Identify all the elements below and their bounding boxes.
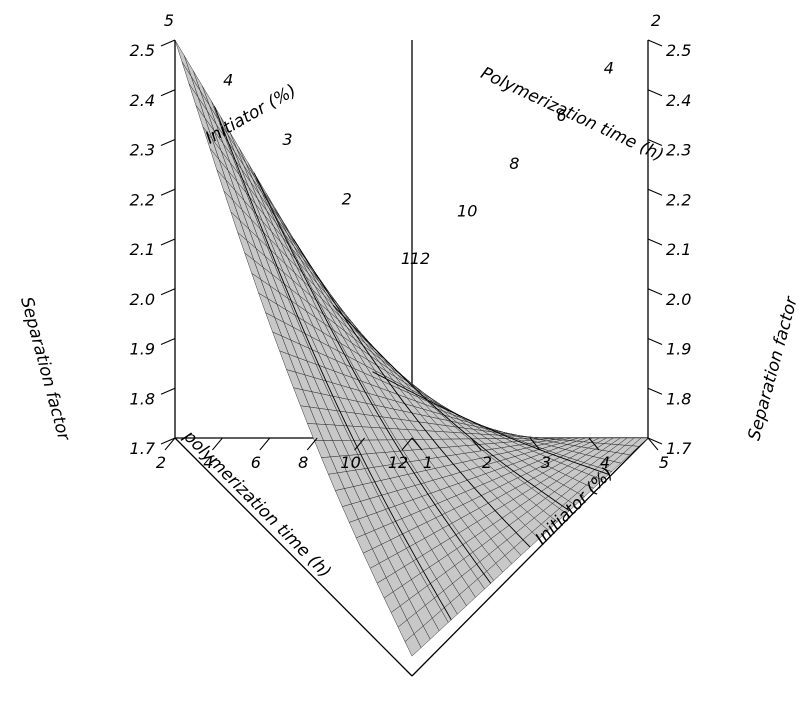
z-tick-label-left: 2.4 xyxy=(130,91,155,110)
initiator-tick-label-front: 3 xyxy=(541,453,551,472)
z-tick-left xyxy=(160,188,176,196)
z-tick-label-right: 2.5 xyxy=(666,41,691,60)
time-tick-label-back: 10 xyxy=(457,201,477,220)
time-tick-front xyxy=(354,437,365,451)
time-tick-front xyxy=(306,437,318,451)
z-tick-right xyxy=(647,238,663,246)
initiator-tick-front xyxy=(647,437,659,451)
time-tick-label-front: 2 xyxy=(156,453,166,472)
time-tick-front xyxy=(401,437,413,451)
time-tick-label-front: 10 xyxy=(340,453,360,472)
z-tick-label-right: 1.8 xyxy=(666,389,691,408)
axis-labels: 1.7 1.8 1.9 2.0 2.1 2.2 2.3 2.4 2.5 1.7 1.8 1.9 2.0 2… xyxy=(130,11,693,472)
initiator-tick-label-front: 2 xyxy=(482,453,492,472)
time-tick-label-front: 4 xyxy=(203,453,213,472)
z-tick-right xyxy=(647,139,663,146)
initiator-tick-front xyxy=(588,437,600,451)
z-tick-left xyxy=(160,288,176,296)
z-tick-right xyxy=(647,338,663,345)
initiator-tick-front xyxy=(470,437,482,451)
initiator-tick-label-back: 2 xyxy=(342,190,352,209)
z-tick-left xyxy=(160,39,176,47)
surface-cell xyxy=(404,633,422,657)
z-tick-left xyxy=(160,437,176,445)
z-tick-left xyxy=(160,387,176,395)
surface-contour-line xyxy=(332,304,570,512)
time-tick-label-back: 8 xyxy=(509,154,519,173)
initiator-tick-label-back: 1 xyxy=(401,249,411,268)
z-tick-label-right: 1.7 xyxy=(666,439,692,458)
z-tick-label-right: 2.0 xyxy=(666,290,691,309)
z-tick-label-left: 2.1 xyxy=(130,240,155,259)
z-tick-right xyxy=(647,437,663,445)
initiator-tick-label-front: 4 xyxy=(600,453,610,472)
z-tick-right xyxy=(647,89,663,97)
response-surface xyxy=(174,39,649,657)
initiator-tick-label-back: 5 xyxy=(164,11,174,30)
z-tick-label-left: 2.5 xyxy=(130,41,155,60)
z-tick-label-left: 1.8 xyxy=(130,389,155,408)
front-left-floor-edge xyxy=(174,437,413,677)
z-tick-label-left: 2.3 xyxy=(130,141,155,160)
z-tick-left xyxy=(160,338,176,345)
z-tick-left xyxy=(160,139,176,146)
z-tick-right xyxy=(647,288,663,296)
surface-cell xyxy=(174,39,192,77)
separation-axis-title-left: Separation factor xyxy=(16,295,74,444)
axis-ticks xyxy=(160,39,663,451)
time-axis-title-back: Polymerization time (h) xyxy=(478,63,667,165)
initiator-tick-label-back: 3 xyxy=(282,130,292,149)
z-tick-label-left: 2.2 xyxy=(130,190,155,209)
separation-axis-title-right: Separation factor xyxy=(744,294,802,443)
z-tick-right xyxy=(647,387,663,395)
front-right-floor-edge xyxy=(411,437,649,677)
time-tick-front xyxy=(212,437,223,451)
surface-contour-line xyxy=(214,106,452,621)
time-tick-label-front: 12 xyxy=(388,453,408,472)
z-tick-right xyxy=(647,39,663,47)
z-tick-right xyxy=(647,188,663,196)
time-tick-label-back: 12 xyxy=(410,249,430,268)
time-tick-label-back: 6 xyxy=(557,106,567,125)
time-tick-front xyxy=(164,437,176,451)
z-tick-label-right: 2.4 xyxy=(666,91,691,110)
z-tick-left xyxy=(160,89,176,97)
initiator-tick-label-front: 1 xyxy=(423,453,433,472)
z-tick-label-right: 1.9 xyxy=(666,340,691,359)
surface-contour-line xyxy=(293,238,531,548)
initiator-tick-front xyxy=(411,437,423,451)
surface-contour-line xyxy=(372,371,609,475)
time-tick-front xyxy=(259,437,271,451)
initiator-tick-front xyxy=(529,437,541,451)
z-tick-label-right: 2.2 xyxy=(666,190,691,209)
surface-contour-line xyxy=(253,172,492,584)
z-tick-label-left: 2.0 xyxy=(130,290,155,309)
z-tick-label-left: 1.7 xyxy=(130,439,156,458)
time-axis-title-front: polymerization time (h) xyxy=(179,426,335,582)
time-tick-label-front: 6 xyxy=(251,453,261,472)
time-tick-label-back: 4 xyxy=(604,59,614,78)
initiator-tick-label-back: 4 xyxy=(223,71,233,90)
z-tick-left xyxy=(160,238,176,246)
time-tick-label-back: 2 xyxy=(651,11,661,30)
z-tick-label-right: 2.3 xyxy=(666,141,691,160)
z-tick-label-right: 2.1 xyxy=(666,240,691,259)
time-tick-label-front: 8 xyxy=(298,453,308,472)
z-tick-label-left: 1.9 xyxy=(130,340,155,359)
initiator-tick-label-front: 5 xyxy=(659,453,669,472)
